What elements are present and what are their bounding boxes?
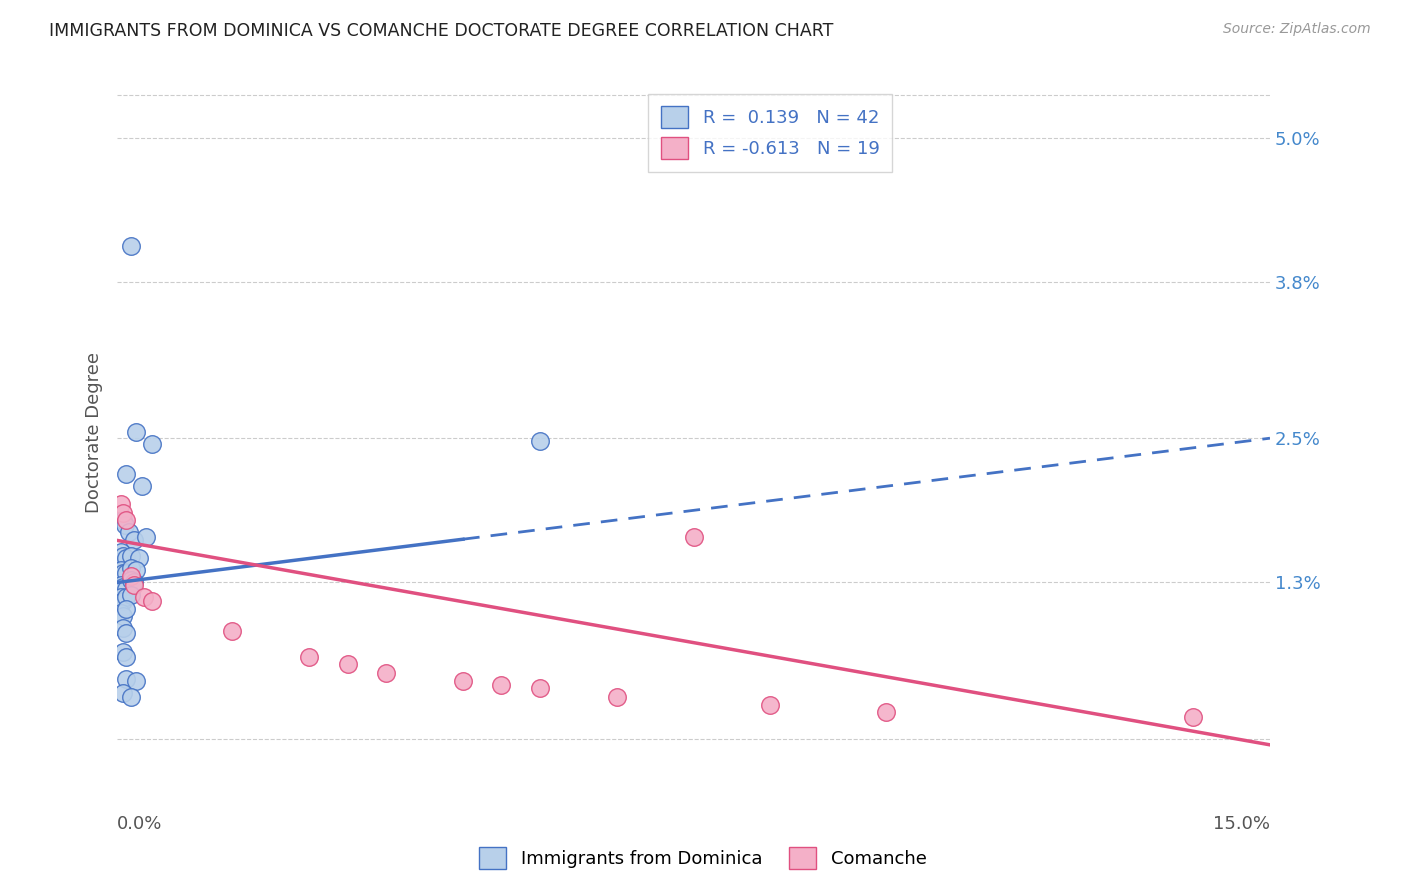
Point <box>110 606 132 620</box>
Point <box>122 578 145 592</box>
Point <box>131 479 153 493</box>
Point <box>115 582 138 596</box>
Legend: R =  0.139   N = 42, R = -0.613   N = 19: R = 0.139 N = 42, R = -0.613 N = 19 <box>648 94 891 172</box>
Point <box>112 549 135 563</box>
Point <box>112 593 135 607</box>
Point <box>221 624 243 638</box>
Point <box>115 650 138 665</box>
Point <box>336 657 359 672</box>
Point <box>115 467 138 482</box>
Point <box>115 672 138 686</box>
Point <box>112 513 135 527</box>
Point <box>298 650 321 665</box>
Legend: Immigrants from Dominica, Comanche: Immigrants from Dominica, Comanche <box>470 838 936 879</box>
Point <box>112 645 135 659</box>
Point <box>120 573 142 587</box>
Point <box>132 590 155 604</box>
Point <box>122 575 145 590</box>
Point <box>120 690 142 704</box>
Point <box>875 706 897 720</box>
Point <box>606 690 628 704</box>
Text: IMMIGRANTS FROM DOMINICA VS COMANCHE DOCTORATE DEGREE CORRELATION CHART: IMMIGRANTS FROM DOMINICA VS COMANCHE DOC… <box>49 22 834 40</box>
Point <box>120 569 142 583</box>
Y-axis label: Doctorate Degree: Doctorate Degree <box>86 351 103 513</box>
Text: 0.0%: 0.0% <box>117 815 163 833</box>
Point <box>110 590 132 604</box>
Point <box>110 578 132 592</box>
Point <box>115 626 138 640</box>
Point <box>112 621 135 635</box>
Point <box>112 506 135 520</box>
Point <box>1182 710 1205 724</box>
Point <box>110 545 132 559</box>
Point <box>375 665 398 680</box>
Point <box>115 566 138 580</box>
Point <box>115 602 138 616</box>
Text: 15.0%: 15.0% <box>1213 815 1270 833</box>
Point <box>120 561 142 575</box>
Point <box>122 533 145 548</box>
Point <box>114 517 136 532</box>
Point <box>112 686 135 700</box>
Point <box>529 681 551 696</box>
Point <box>120 549 142 563</box>
Point <box>135 530 157 544</box>
Point <box>110 497 132 511</box>
Point <box>682 530 704 544</box>
Point <box>125 674 148 689</box>
Text: Source: ZipAtlas.com: Source: ZipAtlas.com <box>1223 22 1371 37</box>
Point <box>451 674 474 689</box>
Point <box>491 678 513 692</box>
Point <box>125 425 148 440</box>
Point <box>759 698 782 713</box>
Point <box>118 524 141 539</box>
Point <box>529 434 551 448</box>
Point <box>112 609 135 624</box>
Point <box>141 593 163 607</box>
Point <box>110 564 132 578</box>
Point <box>112 566 135 580</box>
Point <box>141 437 163 451</box>
Point <box>120 239 142 253</box>
Point <box>115 551 138 566</box>
Point <box>125 564 148 578</box>
Point <box>120 588 142 602</box>
Point <box>112 580 135 594</box>
Point <box>115 513 138 527</box>
Point <box>128 551 150 566</box>
Point <box>115 590 138 604</box>
Point <box>110 509 132 524</box>
